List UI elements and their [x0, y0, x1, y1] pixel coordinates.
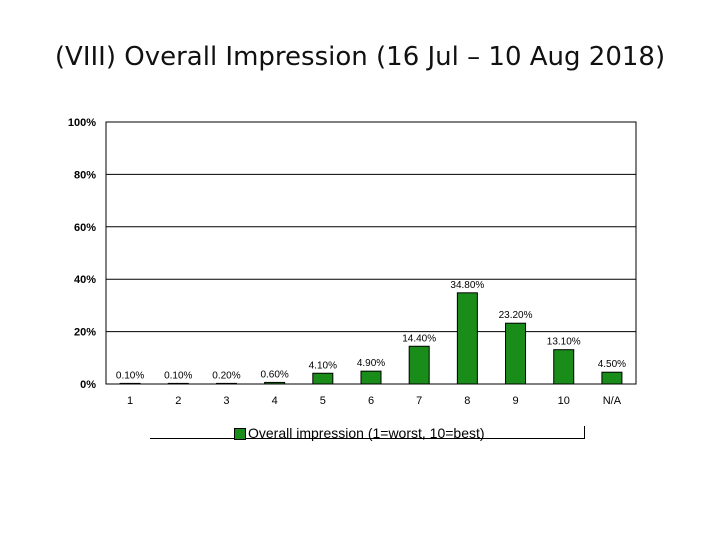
data-label: 0.20% — [212, 370, 240, 381]
x-tick-label: 5 — [320, 395, 326, 407]
x-tick-label: 2 — [175, 395, 181, 407]
bar — [601, 371, 623, 385]
gridlines — [106, 121, 636, 333]
data-label: 34.80% — [450, 280, 484, 291]
plot-area — [105, 121, 637, 385]
x-tick-label: 9 — [512, 395, 518, 407]
bar — [119, 382, 141, 385]
bar — [553, 349, 575, 385]
legend-frame — [150, 426, 585, 439]
y-tick-label: 100% — [68, 117, 96, 129]
x-tick-label: 3 — [223, 395, 229, 407]
legend-swatch — [234, 428, 246, 440]
data-label: 23.20% — [499, 310, 533, 321]
x-tick-label: 10 — [558, 395, 570, 407]
data-label: 4.10% — [309, 360, 337, 371]
bar — [505, 322, 527, 385]
y-tick-label: 60% — [74, 222, 96, 234]
y-tick-label: 0% — [80, 379, 96, 391]
bar — [456, 292, 478, 385]
legend-label: Overall impression (1=worst, 10=best) — [248, 425, 485, 441]
y-axis-labels: 0% 20% 40% 60% 80% 100% — [68, 117, 96, 391]
value-labels: 0.10% 0.10% 0.20% 0.60% 4.10% 4.90% 14.40% 34.8… — [116, 280, 626, 382]
data-label: 13.10% — [547, 337, 581, 348]
data-label: 4.90% — [357, 358, 385, 369]
y-tick-label: 40% — [74, 274, 96, 286]
bar — [264, 381, 286, 385]
bar — [360, 370, 382, 385]
y-tick-label: 20% — [74, 327, 96, 339]
data-label: 14.40% — [402, 333, 436, 344]
x-tick-label: 6 — [368, 395, 374, 407]
bars — [119, 292, 623, 385]
x-axis-labels: 1 2 3 4 5 6 7 8 9 10 N/A — [127, 395, 622, 407]
y-tick-label: 80% — [74, 169, 96, 181]
bar — [215, 382, 237, 385]
x-tick-label: 8 — [464, 395, 470, 407]
x-tick-label: 7 — [416, 395, 422, 407]
bar — [312, 372, 334, 385]
x-tick-label: 4 — [272, 395, 278, 407]
page-title: (VIII) Overall Impression (16 Jul – 10 A… — [54, 42, 666, 72]
bar — [408, 345, 430, 385]
bar — [167, 382, 189, 385]
data-label: 0.10% — [164, 370, 192, 381]
data-label: 0.60% — [260, 369, 288, 380]
x-tick-label: 1 — [127, 395, 133, 407]
data-label: 0.10% — [116, 370, 144, 381]
data-label: 4.50% — [598, 359, 626, 370]
x-tick-label: N/A — [603, 395, 622, 407]
